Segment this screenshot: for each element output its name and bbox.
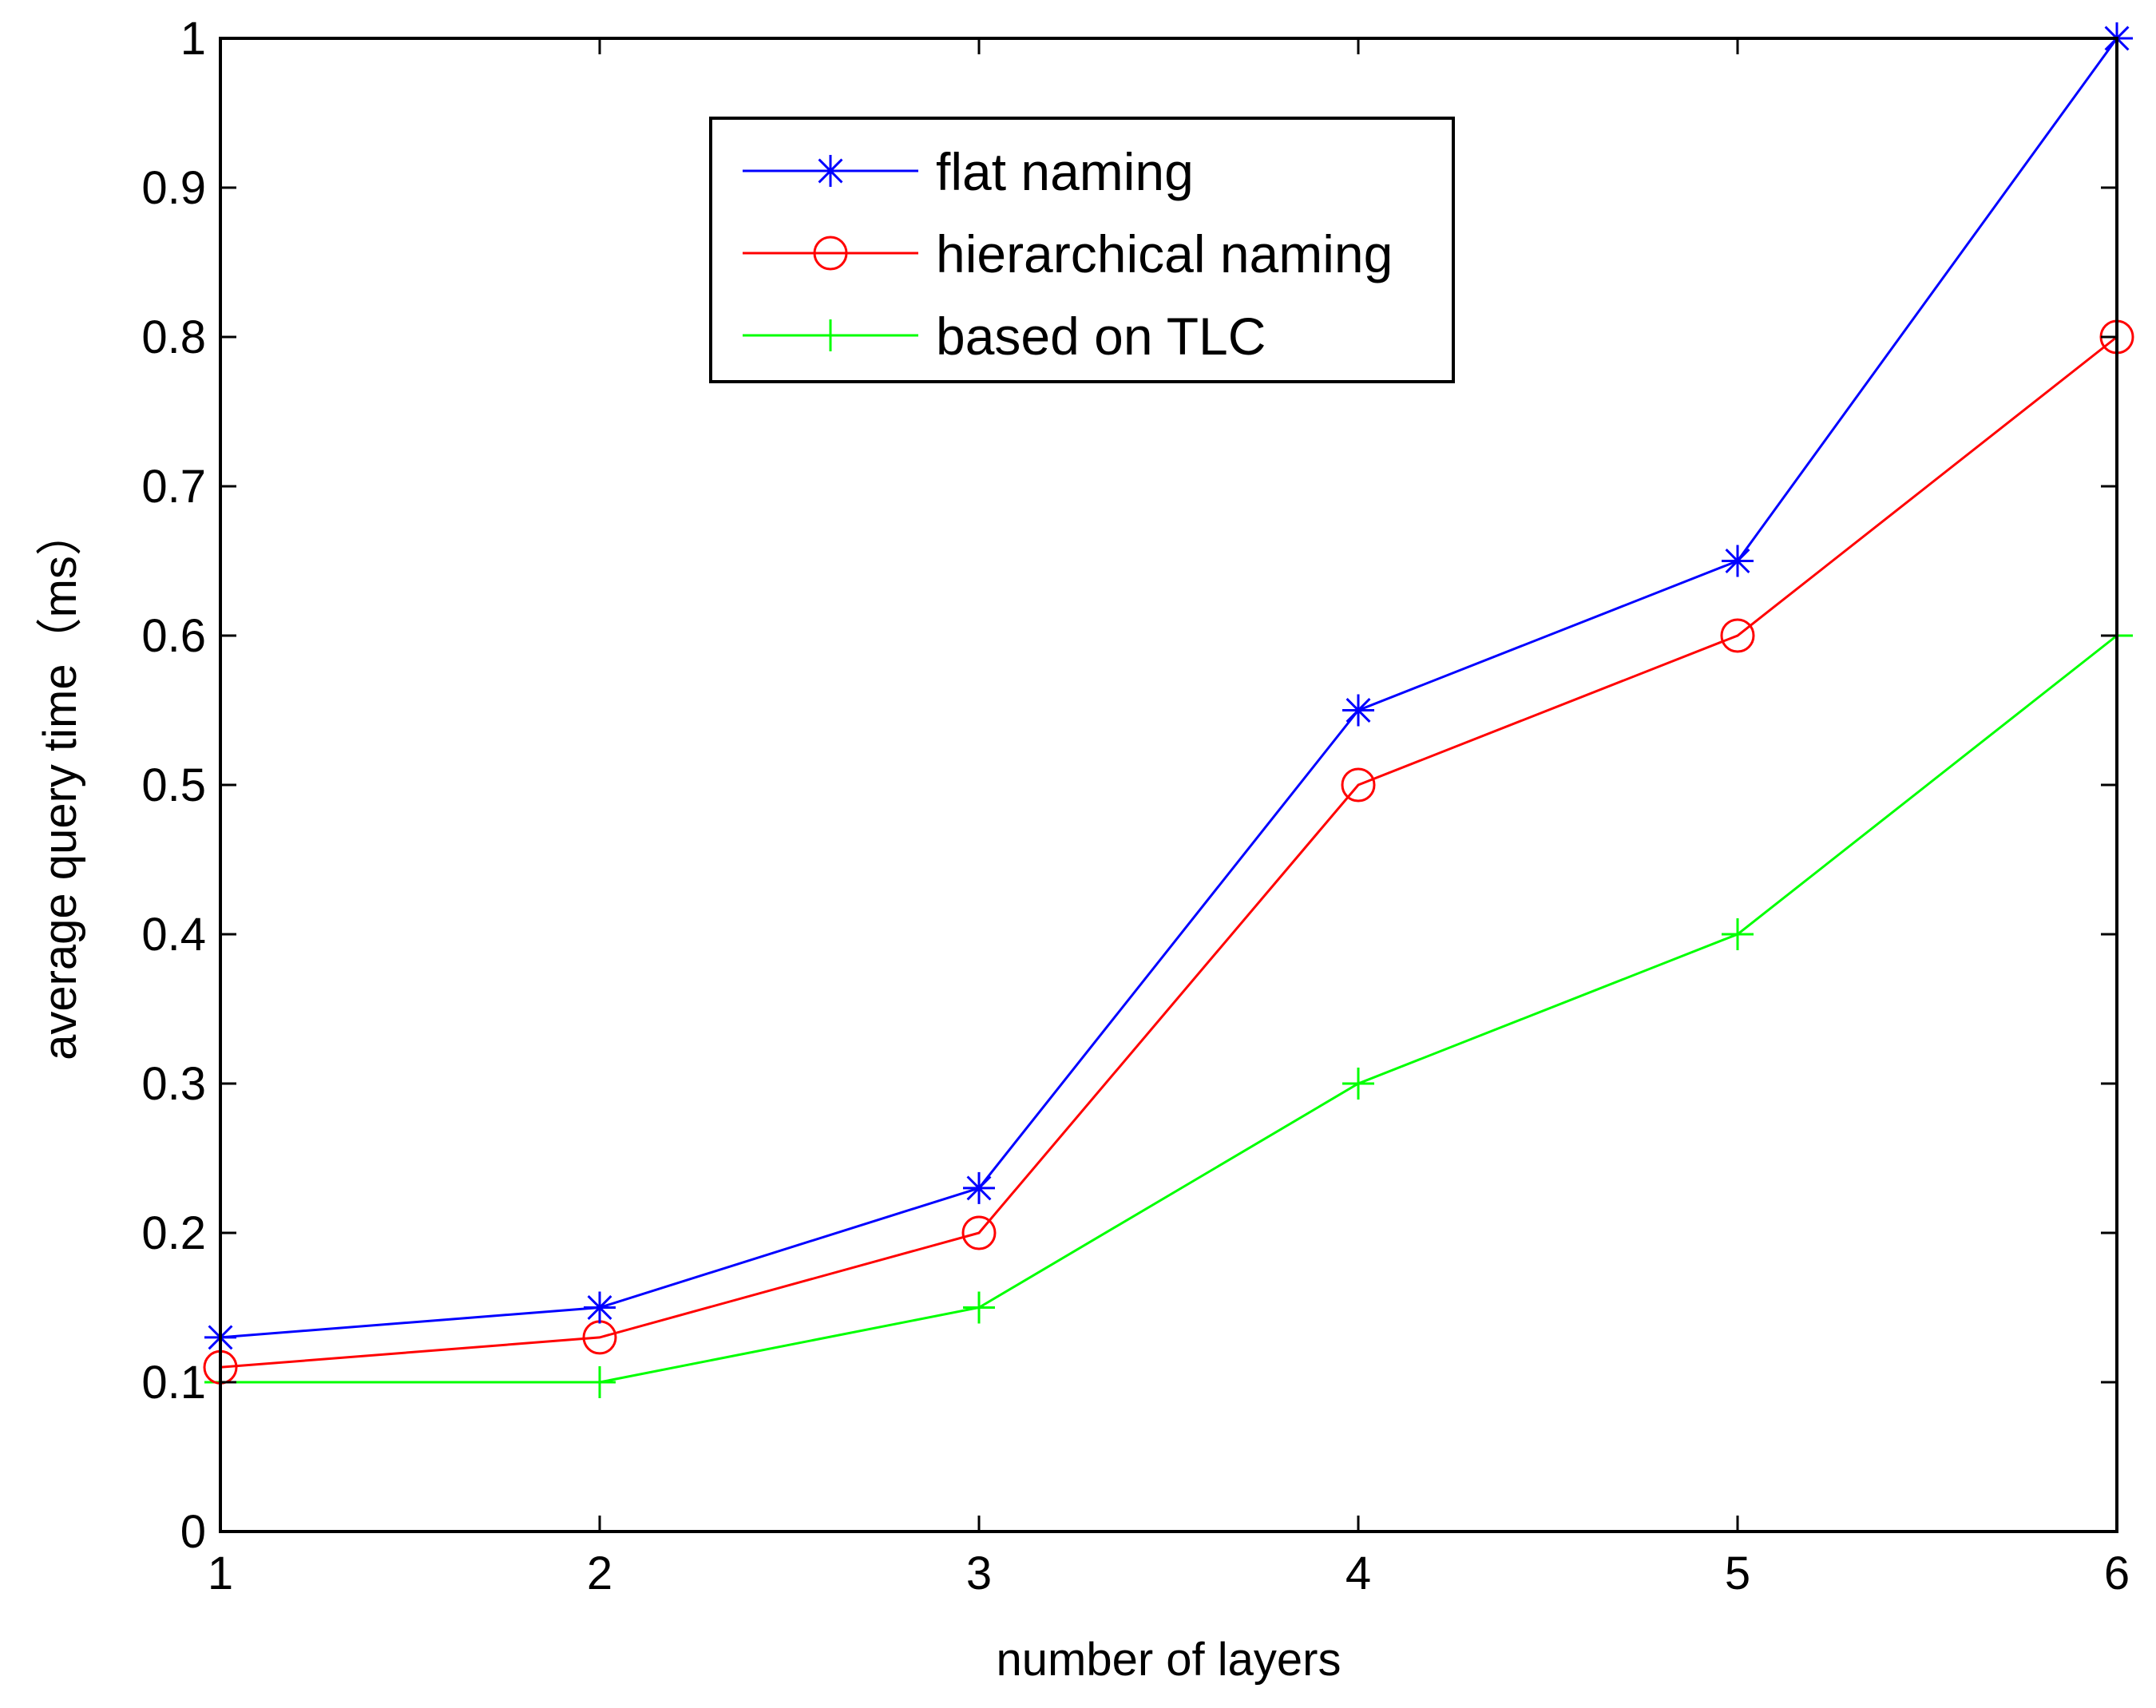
series-line-flat-naming bbox=[220, 38, 2118, 1339]
legend-marker-flat-naming bbox=[814, 155, 846, 187]
series-line-hierarchical-naming bbox=[220, 335, 2118, 1369]
y-tick-label: 0.5 bbox=[141, 759, 206, 811]
y-tick-label: 0.2 bbox=[141, 1207, 206, 1259]
data-point-flat-naming bbox=[1722, 545, 1754, 577]
legend-marker-based-on-tlc bbox=[814, 319, 846, 351]
y-tick-label: 1 bbox=[180, 13, 206, 65]
legend: flat naming hierarchical naming based on T… bbox=[709, 117, 1455, 383]
data-point-based-on-tlc bbox=[584, 1366, 616, 1398]
data-point-hierarchical-naming-circle bbox=[961, 1215, 997, 1250]
legend-label-flat-naming: flat naming bbox=[936, 142, 1194, 201]
data-point-based-on-tlc bbox=[1722, 918, 1754, 950]
data-point-based-on-tlc bbox=[1342, 1068, 1374, 1100]
legend-label-hierarchical-naming: hierarchical naming bbox=[936, 224, 1393, 283]
data-point-flat-naming bbox=[584, 1291, 616, 1324]
data-point-flat-naming-d2 bbox=[966, 1175, 992, 1201]
x-axis-label: number of layers bbox=[997, 1634, 1342, 1686]
data-point-hierarchical-naming bbox=[1341, 767, 1376, 802]
y-axis-label: average query time（ms） bbox=[34, 509, 86, 1060]
y-tick-label: 0.3 bbox=[141, 1058, 206, 1110]
y-tick-label: 0.9 bbox=[141, 162, 206, 214]
data-point-based-on-tlc bbox=[963, 1291, 995, 1324]
legend-marker-flat-naming-d2 bbox=[818, 158, 843, 184]
y-tick-label: 0.1 bbox=[141, 1357, 206, 1409]
legend-label-based-on-tlc: based on TLC bbox=[936, 307, 1266, 366]
x-tick-label: 4 bbox=[1346, 1548, 1371, 1599]
y-tick-label: 0.6 bbox=[141, 610, 206, 662]
data-point-hierarchical-naming-circle bbox=[1341, 767, 1376, 802]
x-tick-label: 5 bbox=[1725, 1548, 1750, 1599]
data-point-flat-naming bbox=[1342, 694, 1374, 727]
axis-ticks: 1 2 3 4 5 6 0 0.1 0.2 0.3 0.4 0.5 0.6 0.7 0.8 0.9 1 bbox=[141, 13, 2130, 1599]
legend-box bbox=[709, 117, 1455, 383]
legend-marker-hierarchical-naming-circle bbox=[813, 236, 848, 271]
data-point-hierarchical-naming-circle bbox=[1720, 618, 1755, 653]
x-tick-label: 2 bbox=[587, 1548, 612, 1599]
y-tick-label: 0.7 bbox=[141, 461, 206, 513]
data-point-hierarchical-naming bbox=[1720, 618, 1755, 653]
data-point-hierarchical-naming bbox=[961, 1215, 997, 1250]
data-point-flat-naming-d2 bbox=[1725, 549, 1750, 573]
x-tick-label: 3 bbox=[966, 1548, 992, 1599]
series-line-based-on-tlc bbox=[220, 634, 2118, 1384]
x-tick-label: 6 bbox=[2104, 1548, 2130, 1599]
data-point-flat-naming-d2 bbox=[1346, 698, 1371, 723]
y-tick-label: 0.4 bbox=[141, 909, 206, 961]
data-point-flat-naming-d2 bbox=[587, 1295, 612, 1320]
series-layer bbox=[203, 22, 2134, 1398]
x-tick-label: 1 bbox=[208, 1548, 233, 1599]
data-point-flat-naming bbox=[963, 1171, 995, 1204]
legend-marker-hierarchical-naming bbox=[813, 236, 848, 271]
y-tick-label: 0.8 bbox=[141, 311, 206, 363]
y-tick-label: 0 bbox=[180, 1506, 206, 1558]
